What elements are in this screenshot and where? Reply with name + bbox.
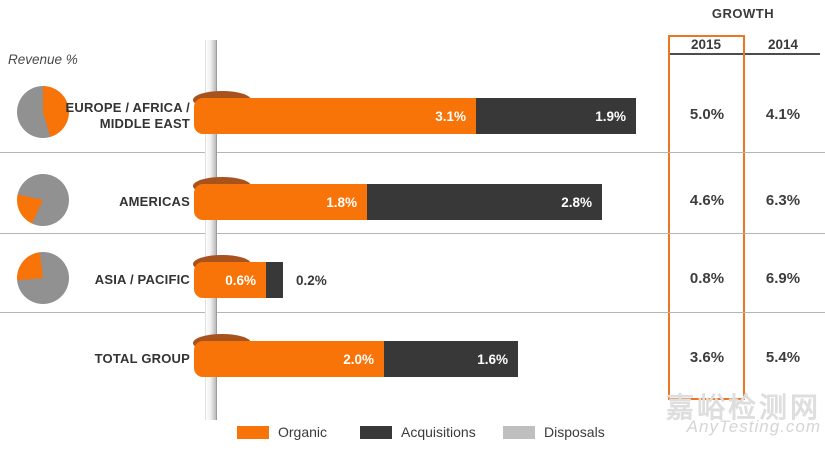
acquisitions-value: 1.9% bbox=[595, 108, 626, 124]
growth-2015-total: 3.6% bbox=[689, 349, 725, 366]
row-label-asia: ASIA / PACIFIC bbox=[94, 271, 190, 287]
growth-2015-asia: 0.8% bbox=[689, 270, 725, 287]
bar-total-group: 2.0% 1.6% bbox=[193, 334, 518, 377]
row-divider bbox=[0, 233, 825, 234]
growth-2014-americas: 6.3% bbox=[765, 192, 801, 209]
acquisitions-segment bbox=[266, 262, 283, 298]
row-label-americas: AMERICAS bbox=[119, 193, 190, 209]
row-divider bbox=[0, 152, 825, 153]
legend-item-disposals: Disposals bbox=[503, 424, 605, 440]
row-label-europe: EUROPE / AFRICA / MIDDLE EAST bbox=[65, 99, 190, 131]
row-divider bbox=[0, 312, 825, 313]
organic-segment: 0.6% bbox=[194, 262, 266, 298]
acquisitions-segment: 1.9% bbox=[476, 98, 636, 134]
acquisitions-value: 1.6% bbox=[477, 351, 508, 367]
year-2014-header: 2014 bbox=[767, 37, 799, 52]
revenue-axis-label: Revenue % bbox=[8, 52, 78, 67]
disposals-swatch-icon bbox=[503, 425, 535, 439]
growth-2014-total: 5.4% bbox=[765, 349, 801, 366]
year-2015-header: 2015 bbox=[690, 37, 722, 52]
legend-label: Disposals bbox=[544, 424, 605, 440]
organic-value: 3.1% bbox=[435, 108, 466, 124]
legend-item-acquisitions: Acquisitions bbox=[360, 424, 476, 440]
row-label-total: TOTAL GROUP bbox=[94, 350, 190, 366]
acquisitions-swatch-icon bbox=[360, 425, 392, 439]
organic-swatch-icon bbox=[237, 425, 269, 439]
acquisitions-segment: 2.8% bbox=[367, 184, 602, 220]
acquisitions-value-outside: 0.2% bbox=[296, 272, 327, 288]
axis-pole bbox=[205, 40, 217, 420]
bar-asia: 0.6% 0.2% bbox=[193, 255, 327, 298]
organic-value: 1.8% bbox=[326, 194, 357, 210]
europe-revenue-pie-icon bbox=[17, 86, 69, 138]
watermark-english: AnyTesting.com bbox=[686, 417, 821, 436]
growth-2014-asia: 6.9% bbox=[765, 270, 801, 287]
bar-americas: 1.8% 2.8% bbox=[193, 177, 602, 220]
organic-segment: 1.8% bbox=[194, 184, 367, 220]
acquisitions-segment: 1.6% bbox=[384, 341, 518, 377]
acquisitions-value: 2.8% bbox=[561, 194, 592, 210]
legend-item-organic: Organic bbox=[237, 424, 327, 440]
organic-value: 0.6% bbox=[225, 272, 256, 288]
bar-europe: 3.1% 1.9% bbox=[193, 91, 636, 134]
legend-label: Organic bbox=[278, 424, 328, 440]
growth-2014-europe: 4.1% bbox=[765, 106, 801, 123]
organic-segment: 2.0% bbox=[194, 341, 384, 377]
americas-revenue-pie-icon bbox=[17, 174, 69, 226]
growth-2015-americas: 4.6% bbox=[689, 192, 725, 209]
organic-segment: 3.1% bbox=[194, 98, 476, 134]
asia-revenue-pie-icon bbox=[17, 252, 69, 304]
header-underline bbox=[670, 53, 820, 55]
organic-value: 2.0% bbox=[343, 351, 374, 367]
highlight-2015-box bbox=[668, 35, 745, 400]
growth-column-title: GROWTH bbox=[711, 6, 775, 21]
legend-label: Acquisitions bbox=[401, 424, 476, 440]
growth-2015-europe: 5.0% bbox=[689, 106, 725, 123]
